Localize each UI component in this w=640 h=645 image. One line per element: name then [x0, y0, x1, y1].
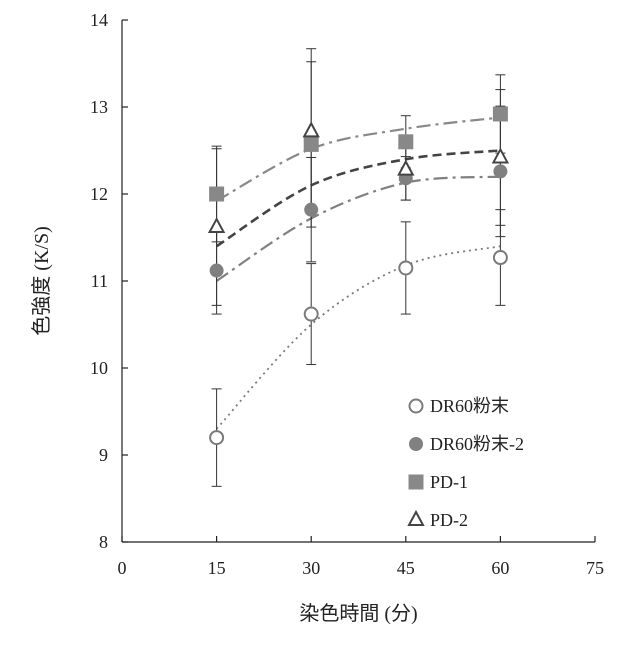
x-tick-label-0: 0 — [118, 558, 127, 578]
x-tick-label-1: 15 — [208, 558, 226, 578]
data-point-0-1 — [305, 308, 318, 321]
data-point-2-2 — [399, 135, 413, 149]
data-point-2-3 — [493, 107, 507, 121]
x-axis-title: 染色時間 (分) — [299, 602, 417, 625]
legend-label-3: PD-2 — [430, 510, 468, 530]
trend-lines — [217, 117, 501, 428]
data-point-2-1 — [304, 137, 318, 151]
y-tick-label-4: 12 — [90, 184, 108, 204]
x-tick-label-5: 75 — [586, 558, 604, 578]
legend-marker-1 — [410, 438, 423, 451]
y-tick-label-5: 13 — [90, 97, 108, 117]
data-point-0-2 — [399, 261, 412, 274]
axes: 0 15 30 45 60 75 8 9 10 11 12 13 14 — [90, 10, 604, 578]
trend-line-2 — [217, 117, 501, 201]
legend-marker-2 — [409, 475, 423, 489]
y-tick-label-3: 11 — [91, 271, 108, 291]
data-point-3-0 — [210, 219, 224, 232]
data-point-0-3 — [494, 251, 507, 264]
legend-label-0: DR60粉末 — [430, 396, 509, 416]
data-markers — [210, 107, 508, 444]
legend-marker-3 — [409, 512, 423, 525]
trend-line-1 — [217, 177, 501, 281]
y-tick-label-0: 8 — [99, 532, 108, 552]
data-point-3-1 — [304, 123, 318, 136]
y-tick-label-6: 14 — [90, 10, 108, 30]
y-tick-label-1: 9 — [99, 445, 108, 465]
error-bars — [212, 49, 506, 487]
legend-label-2: PD-1 — [430, 472, 468, 492]
x-tick-label-3: 45 — [397, 558, 415, 578]
x-tick-label-4: 60 — [491, 558, 509, 578]
legend-label-1: DR60粉末-2 — [430, 434, 524, 454]
legend: DR60粉末 DR60粉末-2 PD-1 PD-2 — [409, 396, 524, 530]
x-tick-label-2: 30 — [302, 558, 320, 578]
data-point-1-3 — [494, 165, 507, 178]
y-tick-label-2: 10 — [90, 358, 108, 378]
trend-line-3 — [217, 151, 501, 247]
data-point-2-0 — [210, 187, 224, 201]
y-axis-title: 色強度 (K/S) — [30, 226, 53, 335]
data-point-1-0 — [210, 264, 223, 277]
data-point-0-0 — [210, 431, 223, 444]
data-point-1-1 — [305, 203, 318, 216]
legend-marker-0 — [410, 400, 423, 413]
